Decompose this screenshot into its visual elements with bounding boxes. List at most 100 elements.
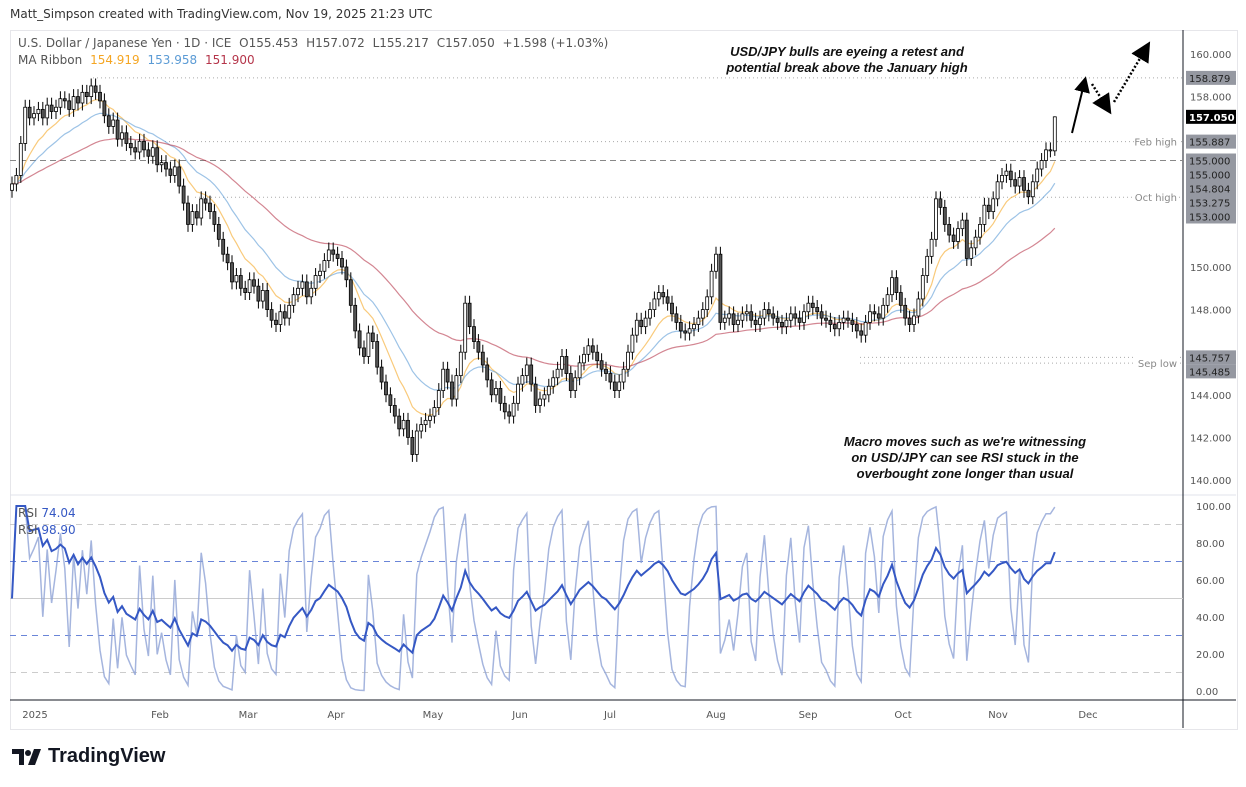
candle-body: [656, 292, 661, 300]
candle-body: [392, 405, 397, 417]
candle-body: [758, 317, 762, 325]
candle-body: [238, 275, 243, 289]
candle-body: [802, 311, 806, 323]
candle-body: [309, 287, 314, 298]
candle-body: [322, 260, 327, 272]
candle-body: [120, 132, 124, 140]
candle-body: [634, 319, 639, 336]
candle-body: [863, 321, 868, 336]
candle-body: [128, 143, 133, 149]
candle-body: [595, 351, 600, 362]
candle-body: [186, 202, 190, 225]
candle-body: [208, 202, 212, 213]
candle-body: [357, 330, 362, 349]
candle-body: [859, 330, 864, 336]
candle-body: [168, 168, 173, 176]
time-tick-label: Sep: [799, 710, 818, 721]
candle-body: [507, 411, 512, 417]
price-tag: [1186, 350, 1236, 365]
price-tag-label: 157.050: [1189, 113, 1235, 124]
candle-body: [252, 279, 256, 287]
candle-body: [678, 321, 683, 332]
candle-body: [502, 402, 507, 413]
candle-body: [27, 106, 32, 119]
candle-body: [450, 381, 454, 400]
candle-body: [181, 185, 186, 204]
candle-body: [494, 388, 498, 396]
candle-body: [885, 294, 890, 306]
candle-body: [850, 319, 855, 325]
candle-body: [1000, 175, 1004, 183]
candle-body: [428, 415, 432, 421]
level-label: Feb high: [1134, 138, 1177, 149]
candle-body: [291, 294, 296, 306]
price-tick-label: 148.000: [1190, 306, 1231, 317]
rsi-main-line: [11, 505, 1056, 655]
candle-body: [986, 204, 991, 213]
candle-body: [304, 281, 309, 298]
price-tag-label: 155.000: [1189, 171, 1230, 182]
candle-body: [722, 317, 727, 323]
candle-body: [300, 281, 305, 289]
candle-body: [480, 351, 485, 366]
candle-body: [837, 321, 842, 330]
candle-body: [269, 309, 274, 321]
candle-body: [705, 296, 710, 311]
rsi-label[interactable]: RSI: [18, 523, 38, 537]
price-tag: [1186, 134, 1236, 149]
candle-body: [234, 275, 239, 283]
candle-body: [1022, 177, 1026, 191]
candle-body: [920, 275, 925, 300]
candle-body: [784, 319, 789, 328]
candle-body: [111, 119, 116, 127]
candle-body: [1039, 160, 1044, 170]
candle-body: [590, 345, 595, 353]
ma-mid-line: [11, 112, 1056, 391]
price-change: +1.598 (+1.03%): [502, 36, 609, 50]
candle-body: [159, 162, 164, 166]
candle-body: [546, 385, 551, 396]
candle-body: [348, 279, 353, 306]
level-label-bg: [1135, 190, 1179, 204]
candle-body: [718, 253, 723, 323]
candle-body: [32, 113, 36, 119]
ma-ribbon-label[interactable]: MA Ribbon: [18, 53, 83, 67]
candle-body: [700, 309, 705, 319]
candle-body: [203, 198, 208, 204]
candle-body: [23, 106, 28, 144]
candle-body: [287, 304, 292, 319]
candle-body: [652, 298, 657, 311]
level-label-bg: [1135, 356, 1179, 370]
candle-body: [221, 238, 226, 255]
candle-body: [564, 356, 569, 374]
candle-body: [150, 147, 155, 157]
price-tag-label: 158.879: [1189, 74, 1230, 85]
candle-body: [573, 377, 578, 391]
time-tick-label: Aug: [706, 710, 726, 721]
candle-body: [560, 356, 564, 370]
candle-body: [907, 317, 912, 325]
candle-body: [45, 104, 50, 119]
candle-body: [709, 270, 714, 298]
candle-body: [538, 398, 542, 406]
candle-body: [731, 313, 736, 325]
candle-body: [1004, 170, 1009, 176]
candle-body: [516, 383, 520, 404]
candle-body: [608, 373, 613, 383]
candle-body: [414, 430, 419, 455]
candle-body: [472, 326, 476, 342]
candle-body: [467, 302, 472, 328]
candle-body: [340, 258, 344, 268]
candle-body: [982, 204, 987, 225]
price-tag: [1186, 167, 1236, 182]
candle-body: [397, 415, 402, 430]
level-label: Sep low: [1138, 359, 1177, 370]
candles: [10, 78, 1057, 462]
ma-mid-value: 153.958: [147, 53, 198, 67]
ohlc-high: H157.072: [306, 36, 365, 50]
candle-body: [744, 311, 749, 315]
rsi-label[interactable]: RSI: [18, 506, 38, 520]
symbol-title[interactable]: U.S. Dollar / Japanese Yen · 1D · ICE: [18, 36, 232, 50]
candle-body: [841, 317, 846, 323]
